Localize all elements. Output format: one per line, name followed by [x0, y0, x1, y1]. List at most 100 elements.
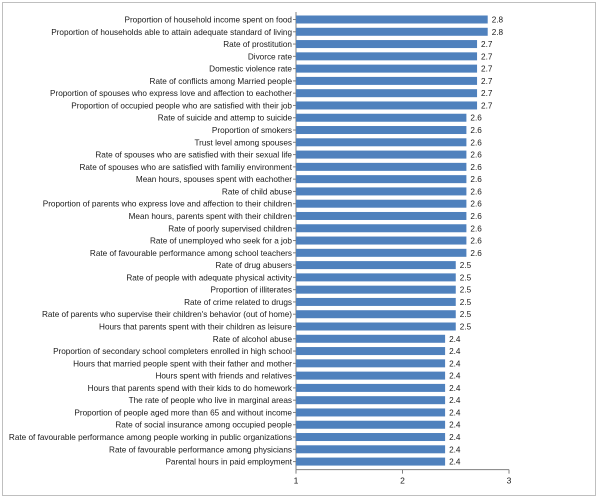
value-label: 2.8 — [492, 16, 504, 25]
category-label: Proportion of secondary school completer… — [53, 347, 292, 356]
value-label: 2.6 — [470, 200, 482, 209]
category-label: Proportion of smokers — [212, 126, 292, 135]
bar — [296, 297, 456, 306]
value-label: 2.4 — [449, 433, 461, 442]
value-label: 2.8 — [492, 28, 504, 37]
category-label: Rate of social insurance among occupied … — [115, 421, 292, 430]
value-label: 2.7 — [481, 52, 493, 61]
value-label: 2.4 — [449, 347, 461, 356]
bar — [296, 187, 467, 196]
category-label: Rate of poorly supervised children — [168, 224, 292, 233]
category-label: Proportion of people aged more than 65 a… — [74, 408, 292, 417]
bar — [296, 40, 478, 49]
bar — [296, 433, 446, 442]
bar — [296, 310, 456, 319]
bar — [296, 371, 446, 380]
bar — [296, 420, 446, 429]
bar — [296, 359, 446, 368]
value-label: 2.6 — [470, 212, 482, 221]
bar — [296, 457, 446, 466]
category-label: Hours spent with friends and relatives — [155, 372, 292, 381]
category-label: Proportion of occupied people who are sa… — [71, 101, 292, 110]
value-label: 2.5 — [460, 310, 472, 319]
bar — [296, 199, 467, 208]
value-label: 2.7 — [481, 101, 493, 110]
category-label: Rate of crime related to drugs — [184, 298, 292, 307]
bar — [296, 273, 456, 282]
category-label: Parental hours in paid employment — [165, 458, 292, 467]
value-label: 2.4 — [449, 335, 461, 344]
x-tick-label: 3 — [507, 476, 512, 486]
bar — [296, 285, 456, 294]
value-label: 2.4 — [449, 421, 461, 430]
bar — [296, 248, 467, 257]
value-label: 2.6 — [470, 237, 482, 246]
category-label: Rate of parents who supervise their chil… — [42, 310, 292, 319]
category-label: Rate of prostitution — [223, 40, 292, 49]
value-label: 2.6 — [470, 187, 482, 196]
bar — [296, 138, 467, 147]
category-label: Rate of favourable performance among phy… — [109, 445, 292, 454]
value-label: 2.7 — [481, 40, 493, 49]
category-label: Rate of child abuse — [222, 187, 293, 196]
category-label: Rate of favourable performance among peo… — [9, 433, 292, 442]
bar — [296, 408, 446, 417]
bar — [296, 383, 446, 392]
category-label: Proportion of households able to attain … — [51, 28, 292, 37]
bar — [296, 126, 467, 135]
bar — [296, 261, 456, 270]
category-label: Rate of unemployed who seek for a job — [150, 237, 292, 246]
category-label: Rate of spouses who are satisfied with f… — [79, 163, 292, 172]
bar — [296, 89, 478, 98]
category-label: Proportion of illiterates — [211, 286, 292, 295]
value-label: 2.4 — [449, 458, 461, 467]
bar — [296, 175, 467, 184]
value-label: 2.4 — [449, 396, 461, 405]
value-label: 2.6 — [470, 163, 482, 172]
bar — [296, 150, 467, 159]
x-tick-label: 1 — [294, 476, 299, 486]
value-label: 2.5 — [460, 286, 472, 295]
value-label: 2.5 — [460, 298, 472, 307]
x-tick-label: 2 — [400, 476, 405, 486]
category-label: Proportion of parents who express love a… — [43, 200, 293, 209]
value-label: 2.6 — [470, 151, 482, 160]
category-label: The rate of people who live in marginal … — [129, 396, 292, 405]
value-label: 2.6 — [470, 175, 482, 184]
category-label: Divorce rate — [248, 52, 293, 61]
value-label: 2.4 — [449, 408, 461, 417]
bar — [296, 396, 446, 405]
bar — [296, 15, 488, 24]
bar — [296, 334, 446, 343]
category-label: Proportion of spouses who express love a… — [50, 89, 292, 98]
bar — [296, 347, 446, 356]
bar — [296, 236, 467, 245]
bar — [296, 113, 467, 122]
bar — [296, 211, 467, 220]
bar — [296, 322, 456, 331]
bar — [296, 27, 488, 36]
category-label: Domestic violence rate — [209, 65, 292, 74]
bar — [296, 162, 467, 171]
value-label: 2.6 — [470, 114, 482, 123]
bar — [296, 52, 478, 61]
category-label: Rate of people with adequate physical ac… — [126, 273, 293, 282]
value-label: 2.6 — [470, 224, 482, 233]
value-label: 2.4 — [449, 359, 461, 368]
value-label: 2.7 — [481, 89, 493, 98]
value-label: 2.5 — [460, 261, 472, 270]
category-label: Mean hours, parents spent with their chi… — [129, 212, 293, 221]
value-label: 2.6 — [470, 138, 482, 147]
bar — [296, 445, 446, 454]
category-label: Mean hours, spouses spent with eachother — [136, 175, 292, 184]
category-label: Rate of conflicts among Married people — [150, 77, 293, 86]
value-label: 2.4 — [449, 445, 461, 454]
category-label: Hours that married people spent with the… — [73, 359, 292, 368]
category-label: Rate of favourable performance among sch… — [90, 249, 292, 258]
bar — [296, 224, 467, 233]
value-label: 2.7 — [481, 77, 493, 86]
value-label: 2.4 — [449, 384, 461, 393]
category-label: Trust level among spouses — [194, 138, 292, 147]
value-label: 2.6 — [470, 249, 482, 258]
